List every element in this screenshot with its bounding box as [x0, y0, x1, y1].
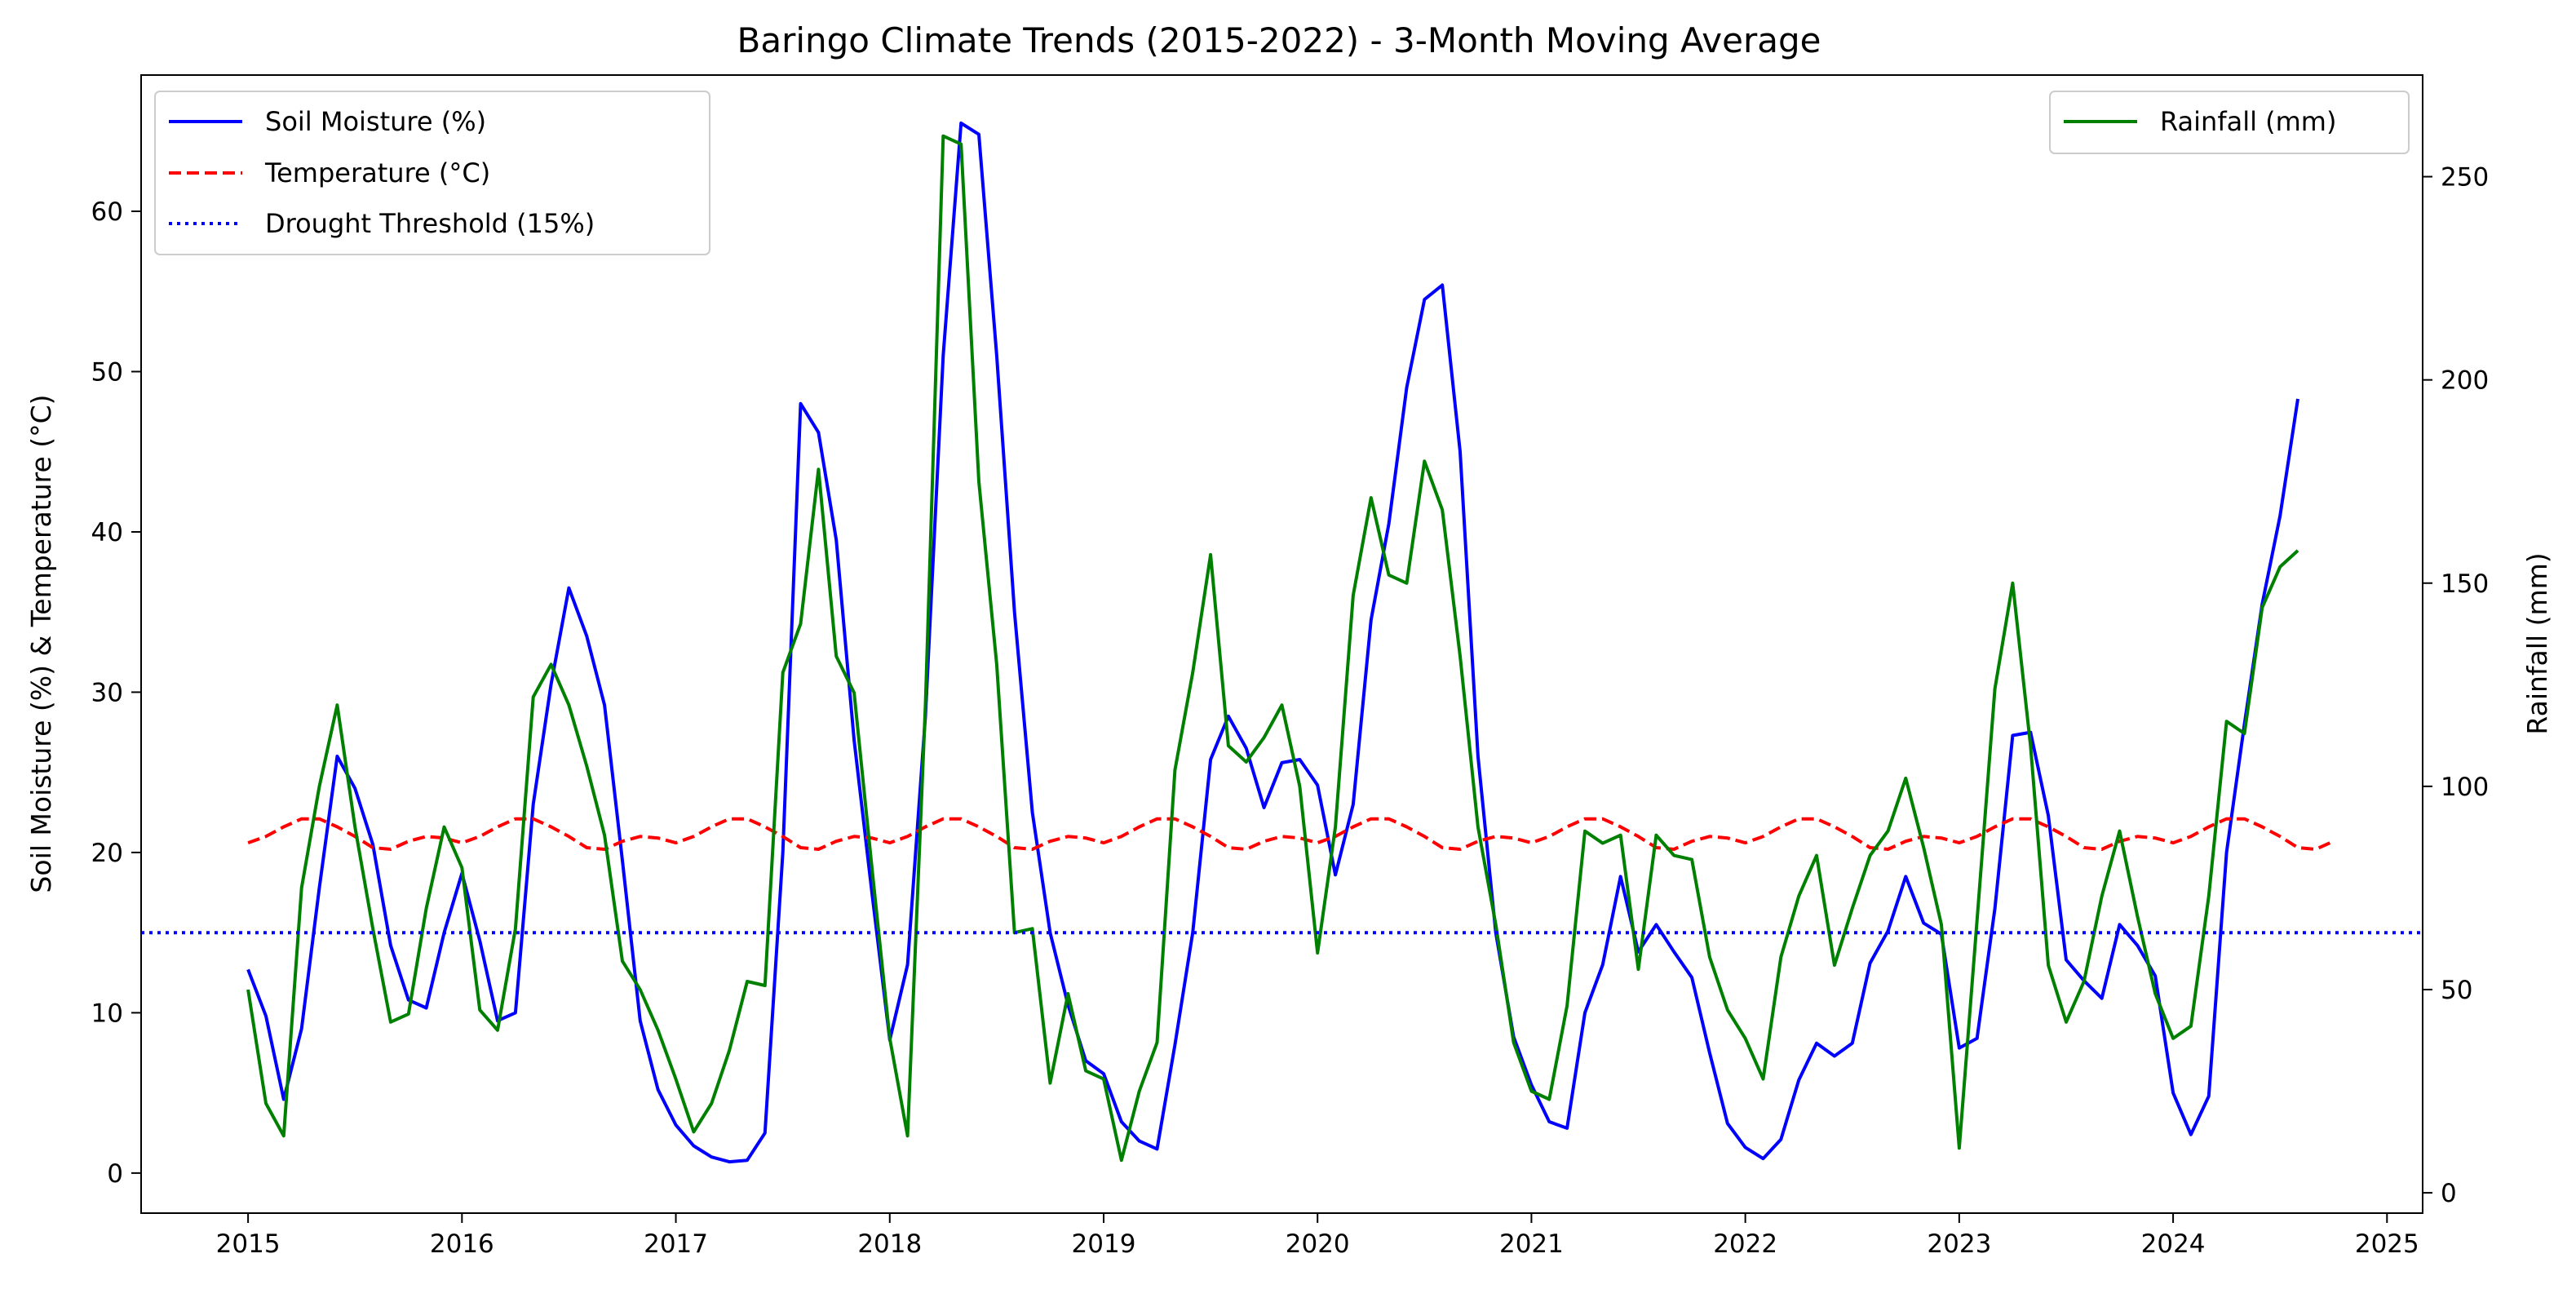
y-axis-right: 0 50 100 150 200 250 [2423, 163, 2489, 1208]
series-line-soil-moisture [246, 121, 2299, 1164]
y-right-tick-label: 200 [2441, 366, 2489, 396]
y-axis-left: 0 10 20 30 40 50 60 [91, 197, 141, 1189]
x-tick-label: 2019 [1072, 1229, 1136, 1259]
x-tick-label: 2022 [1713, 1229, 1777, 1259]
series-line-temperature-c [247, 817, 2335, 851]
y-left-tick-label: 40 [91, 518, 123, 547]
legend-label-soil-moisture: Soil Moisture (%) [265, 106, 486, 137]
y-right-tick-label: 50 [2441, 976, 2472, 1005]
x-tick-label: 2020 [1286, 1229, 1350, 1259]
plot-frame [140, 74, 2423, 1214]
y-axis-right-title: Rainfall (mm) [2521, 552, 2553, 734]
y-left-tick-label: 0 [107, 1159, 123, 1189]
y-axis-left-title: Soil Moisture (%) & Temperature (°C) [25, 394, 57, 893]
y-left-tick-label: 30 [91, 678, 123, 707]
legend-label-rainfall: Rainfall (mm) [2160, 106, 2336, 137]
x-tick-label: 2016 [430, 1229, 494, 1259]
chart-title: Baringo Climate Trends (2015-2022) - 3-M… [737, 20, 1821, 60]
y-right-tick-label: 150 [2441, 569, 2489, 599]
y-left-tick-label: 50 [91, 357, 123, 387]
x-tick-label: 2023 [1927, 1229, 1991, 1259]
legend-right-box [2049, 91, 2410, 154]
y-left-tick-label: 60 [91, 197, 123, 227]
y-left-tick-label: 10 [91, 999, 123, 1028]
x-tick-label: 2017 [644, 1229, 708, 1259]
legend-left: Soil Moisture (%) Temperature (°C) Droug… [154, 91, 710, 255]
x-tick-label: 2018 [857, 1229, 922, 1259]
y-right-tick-label: 0 [2441, 1179, 2457, 1208]
legend-right: Rainfall (mm) [2049, 91, 2410, 154]
x-tick-label: 2015 [216, 1229, 281, 1259]
legend-label-drought-threshold: Drought Threshold (15%) [265, 208, 595, 239]
plot-lines [141, 121, 2423, 1164]
series-line-rainfall-mm [246, 134, 2299, 1163]
legend-left-box [154, 91, 710, 255]
y-right-tick-label: 250 [2441, 163, 2489, 193]
x-tick-label: 2021 [1499, 1229, 1564, 1259]
y-right-tick-label: 100 [2441, 773, 2489, 802]
x-tick-label: 2025 [2355, 1229, 2419, 1259]
x-axis: 2015 2016 2017 2018 2019 2020 2021 2022 2023 2024… [216, 1213, 2419, 1259]
x-tick-label: 2024 [2141, 1229, 2206, 1259]
y-left-tick-label: 20 [91, 839, 123, 868]
legend-label-temperature: Temperature (°C) [264, 157, 490, 188]
